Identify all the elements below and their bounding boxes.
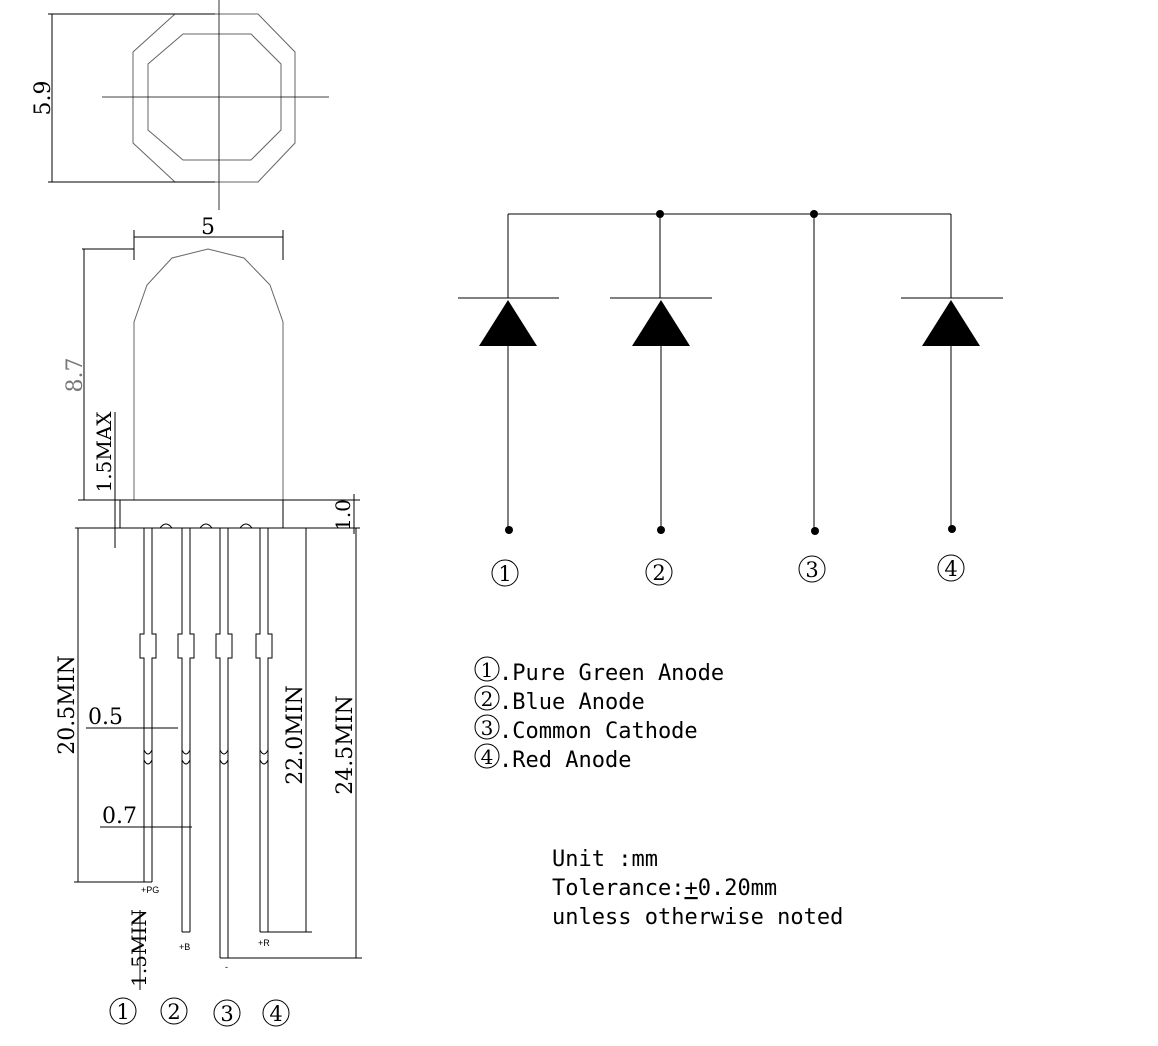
pin-3: [215, 528, 233, 959]
note-unless: unless otherwise noted: [552, 905, 843, 930]
led-flange: [119, 499, 284, 529]
schematic: 1 2 3 4: [458, 210, 1003, 587]
dim-label-pin1-length: 20.5MIN: [55, 655, 80, 754]
legend-label: .Red Anode: [499, 748, 631, 773]
notes: Unit :mm Tolerance:+0.20mm unless otherw…: [552, 847, 843, 930]
schematic-pin-4: 4: [937, 554, 965, 582]
dim-label-body-height: 8.7: [63, 358, 88, 393]
legend-item-1: 1 .Pure Green Anode: [474, 656, 724, 686]
svg-text:1: 1: [498, 562, 511, 586]
diode-2: [610, 214, 712, 534]
dim-label-top-diameter: 5.9: [31, 81, 56, 116]
dim-label-pin-pitch: 0.7: [102, 804, 137, 829]
svg-text:2: 2: [167, 1000, 180, 1024]
legend-label: .Common Cathode: [499, 719, 698, 744]
pin-2: [177, 528, 195, 933]
note-unit: Unit :mm: [552, 847, 658, 872]
dim-label-flange-max: 1.5MAX: [92, 411, 116, 493]
pin-1: [139, 528, 157, 883]
flange-notches: [159, 523, 253, 529]
dim-label-pin-standoff: 1.5MIN: [127, 909, 151, 987]
svg-text:3: 3: [481, 716, 494, 740]
pin-number-1: 1: [109, 997, 137, 1025]
top-view: 5.9: [31, 0, 329, 210]
svg-text:4: 4: [269, 1002, 282, 1026]
dim-label-flange-thickness: 1.0: [331, 499, 355, 531]
svg-text:4: 4: [481, 745, 494, 769]
legend-label: .Blue Anode: [499, 690, 645, 715]
common-lead: [811, 214, 819, 535]
svg-text:3: 3: [805, 558, 818, 582]
svg-text:3: 3: [220, 1002, 233, 1026]
pin-tag-3: -: [225, 962, 228, 972]
schematic-pin-1: 1: [491, 559, 519, 587]
pin-legend: 1 .Pure Green Anode 2 .Blue Anode 3 .Com…: [474, 656, 724, 773]
schematic-pin-2: 2: [645, 558, 673, 586]
top-view-inner-outline: [147, 33, 282, 161]
dim-label-pin3-length: 24.5MIN: [333, 695, 358, 794]
schematic-pin-3: 3: [798, 555, 826, 583]
led-body-outline: [133, 248, 284, 500]
pin-tag-1: +PG: [141, 885, 159, 895]
svg-text:1: 1: [116, 1000, 129, 1024]
legend-item-3: 3 .Common Cathode: [474, 714, 698, 744]
note-tolerance: Tolerance:+0.20mm: [552, 876, 777, 901]
pin-number-3: 3: [213, 999, 241, 1027]
pin-tag-4: +R: [258, 938, 270, 948]
svg-text:4: 4: [944, 557, 957, 581]
legend-item-4: 4 .Red Anode: [474, 743, 631, 773]
pin-4: [255, 528, 273, 933]
top-view-outer-outline: [132, 13, 296, 183]
dim-label-pin-width: 0.5: [88, 705, 123, 730]
svg-text:2: 2: [481, 687, 494, 711]
svg-text:2: 2: [652, 561, 665, 585]
diode-1: [458, 214, 559, 534]
svg-text:1: 1: [481, 658, 494, 682]
legend-label: .Pure Green Anode: [499, 661, 724, 686]
legend-item-2: 2 .Blue Anode: [474, 685, 645, 715]
side-view: 5 8.7 1.5MAX 1.0: [55, 215, 362, 1027]
diode-4: [901, 214, 1003, 533]
dim-label-pin4-length: 22.0MIN: [283, 685, 308, 784]
pin-tag-2: +B: [179, 942, 190, 952]
pin-number-4: 4: [262, 999, 290, 1027]
pin-number-2: 2: [160, 997, 188, 1025]
dim-label-body-width: 5: [201, 215, 215, 240]
